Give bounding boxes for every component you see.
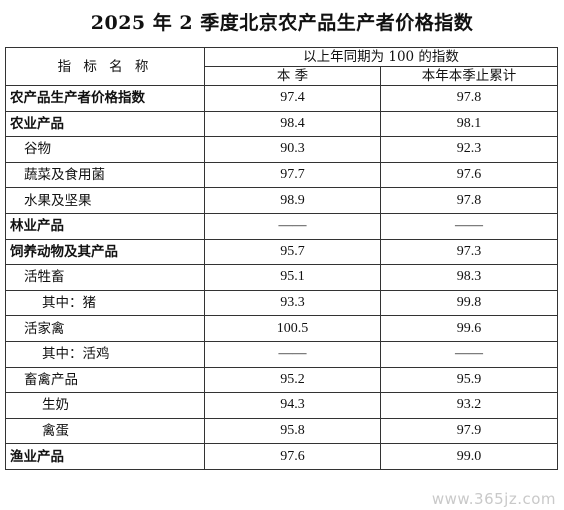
row-label: 农业产品 [5,110,205,138]
row-label: 其中：猪 [5,289,205,317]
cumulative-value: 97.3 [379,238,559,266]
quarter-header: 本 季 [204,66,381,86]
table-row: 生奶 94.3 93.2 [5,392,559,419]
row-label: 禽蛋 [5,417,205,445]
quarter-value: 97.7 [204,161,381,189]
table-row: 农产品生产者价格指数 97.4 97.8 [5,85,559,112]
cumulative-value: 99.0 [379,443,559,470]
header-row-top: 指 标 名 称 以上年同期为 100 的指数 [5,47,559,86]
table-row: 饲养动物及其产品 95.7 97.3 [5,238,559,266]
quarter-value: 94.3 [204,392,381,419]
cumulative-value: 98.1 [379,110,559,138]
header-row-bottom: 本 季 本年本季止累计 [6,66,559,86]
site-watermark: www.365jz.com [431,490,556,508]
cumulative-value: 98.3 [379,264,559,291]
cumulative-value: —— [379,340,559,368]
row-label: 水果及坚果 [5,187,205,214]
table-row: 谷物 90.3 92.3 [5,136,559,163]
row-label: 林业产品 [5,212,205,240]
row-label: 畜禽产品 [5,366,205,394]
quarter-value: 98.9 [204,187,381,214]
table-row: 禽蛋 95.8 97.9 [5,417,559,445]
quarter-value: 98.4 [204,110,381,138]
cumulative-value: —— [379,212,559,240]
cumulative-value: 92.3 [379,136,559,163]
row-label: 活牲畜 [5,264,205,291]
cumulative-value: 97.8 [379,187,559,214]
cumulative-value: 99.6 [379,315,559,342]
price-index-table: 指 标 名 称 以上年同期为 100 的指数 本 季 本年本季止累计 农产品生产… [5,47,559,470]
table-row: 渔业产品 97.6 99.0 [5,443,559,470]
quarter-value: —— [204,340,381,368]
quarter-value: 90.3 [204,136,381,163]
cumulative-value: 97.9 [379,417,559,445]
row-label: 饲养动物及其产品 [5,238,205,266]
indicator-header: 指 标 名 称 [5,47,205,86]
quarter-value: 95.1 [204,264,381,291]
cumulative-value: 97.8 [379,85,559,112]
cumulative-value: 95.9 [379,366,559,394]
table-row: 活家禽 100.5 99.6 [5,315,559,342]
table-row: 畜禽产品 95.2 95.9 [5,366,559,394]
cumulative-value: 93.2 [379,392,559,419]
table-row: 蔬菜及食用菌 97.7 97.6 [5,161,559,189]
quarter-value: —— [204,212,381,240]
group-header: 以上年同期为 100 的指数 [203,47,559,67]
quarter-value: 93.3 [204,289,381,317]
quarter-value: 95.2 [204,366,381,394]
quarter-value: 95.7 [204,238,381,266]
quarter-value: 95.8 [204,417,381,445]
cumulative-header: 本年本季止累计 [379,66,559,86]
table-row: 林业产品 —— —— [5,212,559,240]
cumulative-value: 99.8 [379,289,559,317]
row-label: 蔬菜及食用菌 [5,161,205,189]
row-label: 渔业产品 [5,443,205,470]
table-row: 水果及坚果 98.9 97.8 [5,187,559,214]
quarter-value: 97.6 [204,443,381,470]
page-title: 2025 年 2 季度北京农产品生产者价格指数 [90,12,474,34]
table-row: 其中：活鸡 —— —— [5,340,559,368]
quarter-value: 100.5 [204,315,381,342]
row-label: 活家禽 [5,315,205,342]
row-label: 其中：活鸡 [5,340,205,368]
table-row: 活牲畜 95.1 98.3 [5,264,559,291]
row-label: 农产品生产者价格指数 [5,85,205,112]
table-row: 农业产品 98.4 98.1 [5,110,559,138]
row-label: 谷物 [5,136,205,163]
row-label: 生奶 [5,392,205,419]
table-row: 其中：猪 93.3 99.8 [5,289,559,317]
cumulative-value: 97.6 [379,161,559,189]
quarter-value: 97.4 [204,85,381,112]
